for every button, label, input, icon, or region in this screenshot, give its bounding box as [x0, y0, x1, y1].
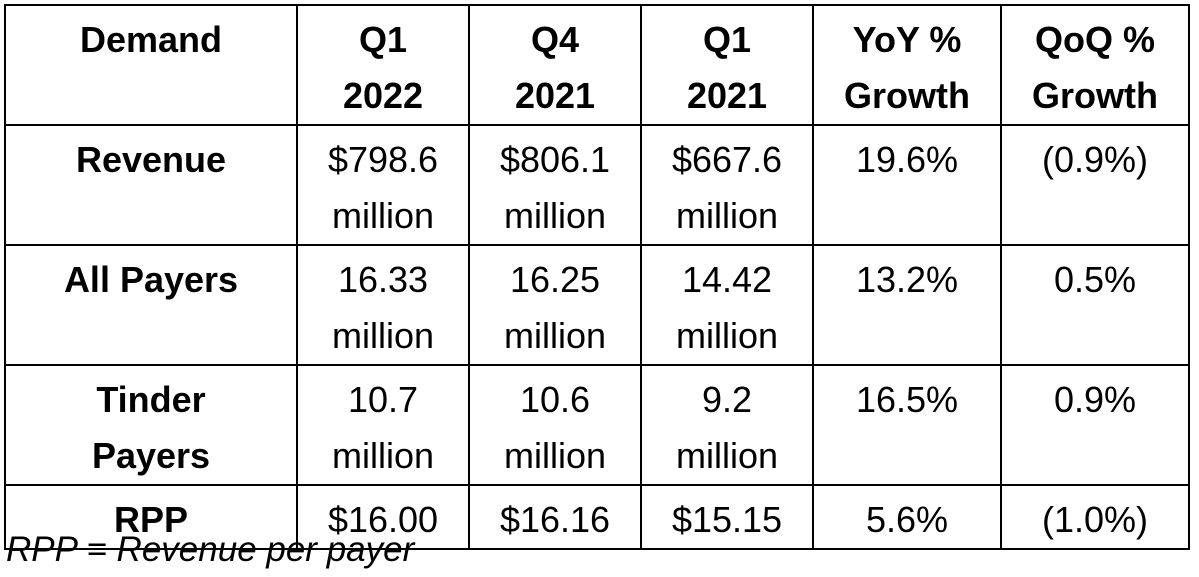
- table-cell: 13.2%: [812, 244, 1002, 366]
- table-cell: 14.42 million: [640, 244, 814, 366]
- footnote: RPP = Revenue per payer: [6, 530, 415, 569]
- table-header-row: Demand Q1 2022 Q4 2021 Q1 2021 YoY % Gro…: [4, 4, 1190, 126]
- table-cell: 9.2 million: [640, 364, 814, 486]
- row-label-revenue: Revenue: [4, 124, 298, 246]
- header-cell-q1-2022: Q1 2022: [296, 4, 470, 126]
- table-row-all-payers: All Payers 16.33 million 16.25 million 1…: [4, 244, 1190, 366]
- table-cell: 16.5%: [812, 364, 1002, 486]
- table-row-tinder-payers: Tinder Payers 10.7 million 10.6 million …: [4, 364, 1190, 486]
- table-cell: $15.15: [640, 484, 814, 550]
- table-row-revenue: Revenue $798.6 million $806.1 million $6…: [4, 124, 1190, 246]
- table-cell: 0.9%: [1000, 364, 1190, 486]
- header-cell-demand: Demand: [4, 4, 298, 126]
- header-cell-qoq-growth: QoQ % Growth: [1000, 4, 1190, 126]
- table-cell: $798.6 million: [296, 124, 470, 246]
- table-cell: $806.1 million: [468, 124, 642, 246]
- table-cell: 5.6%: [812, 484, 1002, 550]
- header-cell-q1-2021: Q1 2021: [640, 4, 814, 126]
- table-cell: 19.6%: [812, 124, 1002, 246]
- table-row-rpp: RPP $16.00 $16.16 $15.15 5.6% (1.0%): [4, 484, 1190, 550]
- row-label-all-payers: All Payers: [4, 244, 298, 366]
- row-label-rpp: RPP: [4, 484, 298, 550]
- table-cell: 16.33 million: [296, 244, 470, 366]
- table-cell: (0.9%): [1000, 124, 1190, 246]
- table-cell: $16.16: [468, 484, 642, 550]
- table-cell: 10.6 million: [468, 364, 642, 486]
- header-cell-yoy-growth: YoY % Growth: [812, 4, 1002, 126]
- demand-table: Demand Q1 2022 Q4 2021 Q1 2021 YoY % Gro…: [4, 4, 1190, 550]
- table-cell: $667.6 million: [640, 124, 814, 246]
- table-cell: 16.25 million: [468, 244, 642, 366]
- table-cell: (1.0%): [1000, 484, 1190, 550]
- table-cell: 0.5%: [1000, 244, 1190, 366]
- header-cell-q4-2021: Q4 2021: [468, 4, 642, 126]
- row-label-tinder-payers: Tinder Payers: [4, 364, 298, 486]
- table-cell: $16.00: [296, 484, 470, 550]
- table-cell: 10.7 million: [296, 364, 470, 486]
